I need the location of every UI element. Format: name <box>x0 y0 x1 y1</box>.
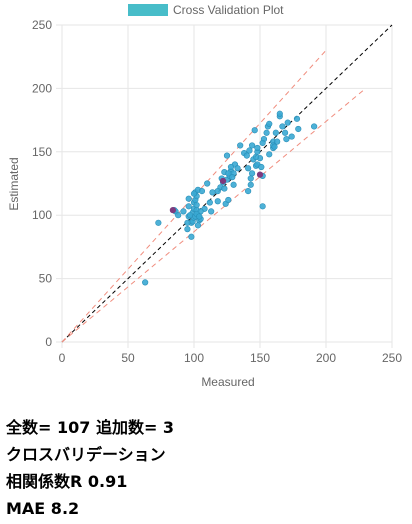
data-point <box>190 190 198 197</box>
data-point <box>142 279 149 286</box>
x-axis-ticks: 0 50 100 150 200 250 <box>59 351 403 365</box>
statistics-panel: 全数= 107 追加数= 3 クロスバリデーション 相関係数R 0.91 MAE… <box>6 414 174 522</box>
data-point <box>247 175 254 182</box>
data-point <box>225 196 232 204</box>
data-point <box>248 170 256 177</box>
data-point <box>184 226 191 233</box>
bound-line-2 <box>61 88 366 343</box>
data-point <box>251 127 258 134</box>
data-point <box>194 222 202 229</box>
data-point <box>284 119 291 126</box>
data-point <box>227 163 235 171</box>
y-tick-label: 100 <box>32 208 52 222</box>
data-point <box>259 203 266 210</box>
data-point <box>214 188 221 195</box>
mae-line: MAE 8.2 <box>6 499 80 518</box>
x-tick-label: 0 <box>59 351 66 365</box>
data-point <box>266 151 273 158</box>
data-point <box>258 163 265 171</box>
bound-line-1 <box>61 50 327 343</box>
chart-area: Cross Validation Plot 0 50 100 150 200 250 0 5… <box>7 3 403 389</box>
y-tick-label: 0 <box>45 335 52 349</box>
x-axis-title: Measured <box>201 375 254 389</box>
identity-line <box>61 24 393 343</box>
data-point <box>259 139 266 147</box>
data-point <box>184 219 191 226</box>
y-axis-ticks: 0 50 100 150 200 250 <box>32 18 52 349</box>
data-point <box>175 212 182 219</box>
data-point <box>283 136 290 143</box>
data-point <box>252 153 260 160</box>
data-point <box>274 138 281 145</box>
data-point <box>209 189 216 196</box>
data-point <box>198 188 206 195</box>
method-line: クロスバリデーション <box>6 445 166 464</box>
data-point <box>247 181 254 188</box>
legend[interactable]: Cross Validation Plot <box>128 3 284 17</box>
data-point <box>155 219 162 226</box>
data-point <box>266 120 273 128</box>
data-point <box>243 152 250 159</box>
data-point <box>180 208 187 215</box>
data-point <box>272 129 279 136</box>
data-point <box>271 143 278 150</box>
data-point <box>206 199 213 206</box>
data-points <box>142 110 318 286</box>
data-point <box>223 152 231 159</box>
added-data-point <box>169 207 176 214</box>
x-tick-label: 50 <box>121 351 135 365</box>
data-point <box>248 142 256 149</box>
data-point <box>185 195 192 202</box>
y-axis-title: Estimated <box>7 157 21 210</box>
data-point <box>245 165 252 172</box>
cross-validation-chart: Cross Validation Plot 0 50 100 150 200 250 0 5… <box>7 3 403 389</box>
data-point <box>214 198 221 205</box>
data-point <box>185 203 192 210</box>
data-point <box>230 181 237 188</box>
total-count-line: 全数= 107 追加数= 3 <box>6 418 175 437</box>
x-tick-label: 100 <box>184 351 204 365</box>
data-point <box>204 180 211 187</box>
data-point <box>221 185 228 192</box>
grid <box>56 24 393 348</box>
data-point <box>245 188 252 195</box>
legend-swatch <box>128 4 168 16</box>
x-tick-label: 200 <box>316 351 336 365</box>
x-tick-label: 250 <box>382 351 402 365</box>
data-point <box>196 213 203 220</box>
y-tick-label: 50 <box>39 272 53 286</box>
y-tick-label: 150 <box>32 145 52 159</box>
data-point <box>208 208 215 215</box>
data-point <box>295 125 302 133</box>
added-data-point <box>256 171 264 178</box>
data-point <box>188 233 195 240</box>
y-tick-label: 250 <box>32 18 52 32</box>
correlation-line: 相関係数R 0.91 <box>6 472 128 491</box>
data-point <box>279 123 286 130</box>
data-point <box>246 147 253 154</box>
reference-lines <box>61 24 393 343</box>
x-tick-label: 150 <box>250 351 270 365</box>
data-point <box>293 115 301 122</box>
data-point <box>263 129 270 136</box>
legend-label: Cross Validation Plot <box>173 3 284 17</box>
data-point <box>229 174 236 181</box>
data-point <box>288 133 295 140</box>
data-point <box>186 212 194 219</box>
data-point <box>254 144 261 152</box>
data-point <box>311 123 318 130</box>
data-point <box>225 170 232 177</box>
data-point <box>234 165 241 172</box>
data-point <box>276 110 283 117</box>
data-point <box>281 129 289 136</box>
y-tick-label: 200 <box>32 81 52 95</box>
added-data-point <box>219 177 227 185</box>
data-point <box>193 201 200 209</box>
data-point <box>237 142 244 149</box>
